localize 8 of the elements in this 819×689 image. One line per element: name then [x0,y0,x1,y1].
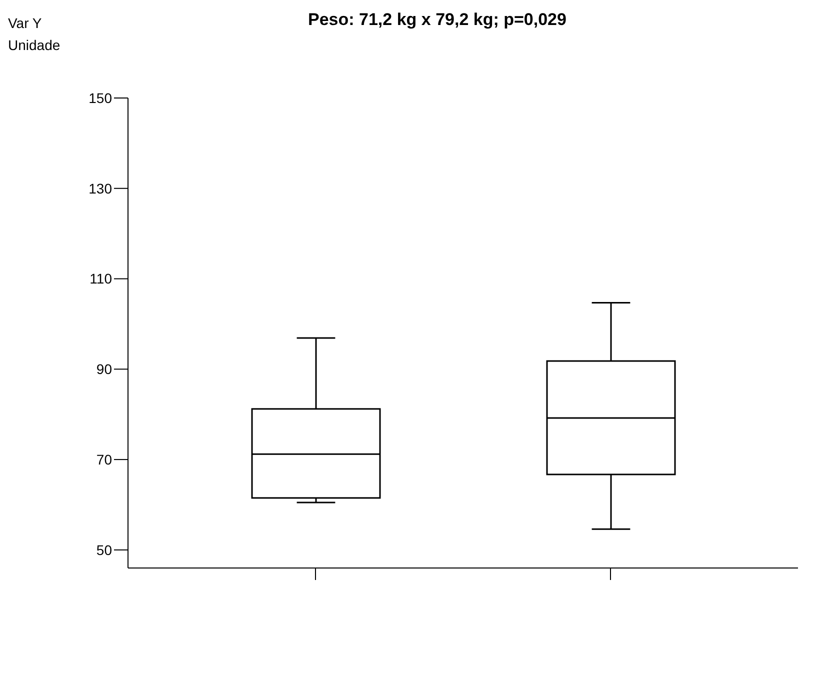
y-tick-label: 150 [88,90,112,106]
y-tick-label: 130 [88,180,112,196]
y-tick-label: 70 [96,452,112,468]
y-tick-label: 110 [90,270,112,287]
y-tick-label: 50 [96,542,112,558]
y-axis-title: Var Y Unidade [8,14,60,55]
y-tick-label: 90 [96,361,112,378]
chart-title: Peso: 71,2 kg x 79,2 kg; p=0,029 [308,10,566,30]
